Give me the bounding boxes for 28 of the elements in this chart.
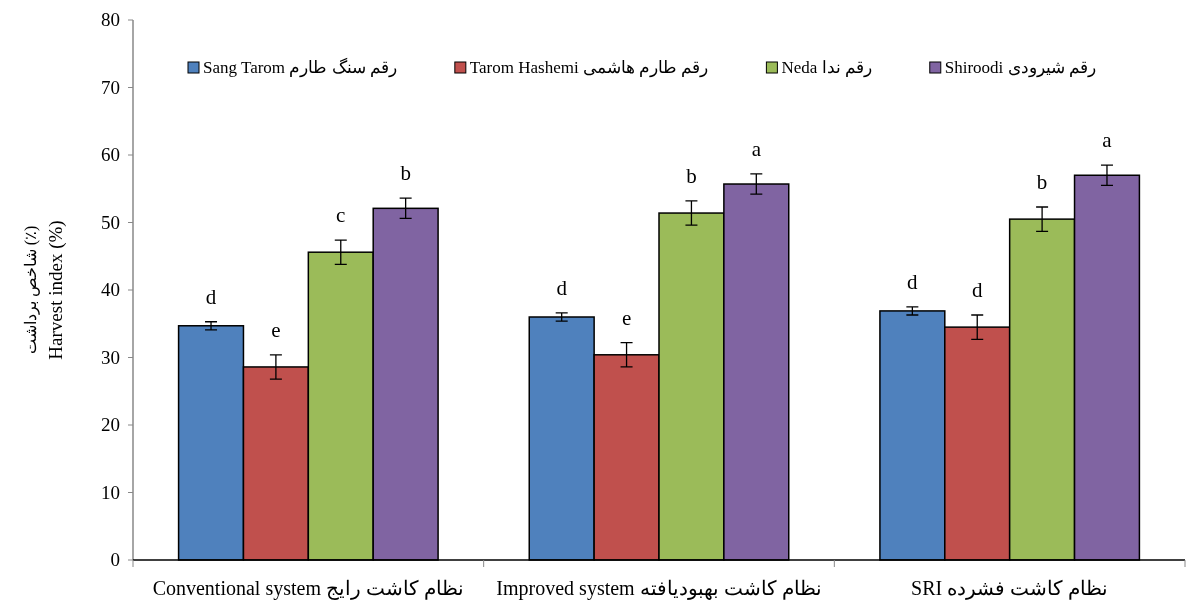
x-tick-label: Conventional system نظام کاشت رایج bbox=[152, 577, 464, 600]
data-label: a bbox=[1102, 128, 1113, 153]
data-label: e bbox=[621, 305, 632, 330]
data-label: e bbox=[271, 317, 281, 342]
data-label: d bbox=[971, 277, 983, 302]
y-tick-label: 40 bbox=[101, 279, 120, 300]
y-tick-label: 0 bbox=[110, 549, 120, 570]
y-tick-label: 50 bbox=[101, 211, 120, 233]
y-tick-label: 20 bbox=[101, 414, 120, 435]
x-tick-label: SRI نظام کاشت فشرده bbox=[911, 577, 1109, 600]
legend-label: Tarom Hashemi رقم طارم هاشمی bbox=[469, 58, 709, 78]
y-tick-label: 70 bbox=[101, 76, 120, 98]
data-label: b bbox=[400, 161, 411, 186]
y-tick-label: 60 bbox=[101, 144, 120, 165]
data-label: c bbox=[336, 203, 346, 228]
data-label: b bbox=[686, 163, 697, 188]
y-tick-label: 80 bbox=[101, 9, 120, 30]
legend-label: Shiroodi رقم شیرودی bbox=[944, 58, 1096, 78]
data-label: d bbox=[205, 284, 217, 309]
y-tick-label: 10 bbox=[101, 481, 120, 503]
legend-label: Neda رقم ندا bbox=[781, 58, 872, 78]
data-label: a bbox=[751, 136, 762, 161]
y-tick-label: 30 bbox=[101, 346, 120, 368]
data-label: d bbox=[907, 269, 919, 294]
data-label: b bbox=[1036, 169, 1048, 194]
data-label: d bbox=[556, 275, 568, 300]
legend-label: Sang Tarom رقم سنگ طارم bbox=[203, 57, 397, 78]
x-tick-label: Improved system نظام کاشت بهبودیافته bbox=[496, 577, 822, 600]
